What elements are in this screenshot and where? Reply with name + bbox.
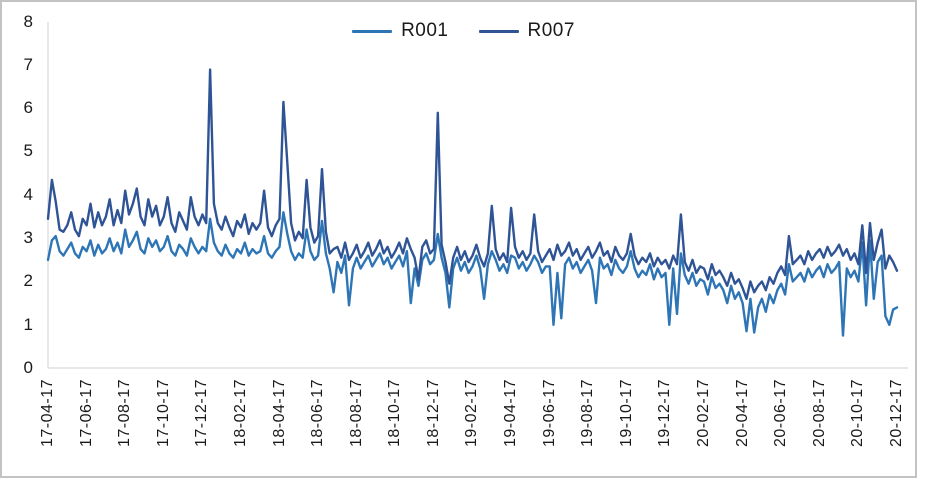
legend-item-r001: R001 — [352, 20, 448, 42]
series-line-r007 — [46, 68, 899, 300]
series-line-r001 — [46, 211, 899, 337]
y-tick-4: 4 — [23, 185, 33, 204]
y-tick-8: 8 — [23, 12, 33, 31]
r007-line-swatch-icon — [478, 29, 519, 33]
y-tick-2: 2 — [23, 271, 33, 290]
y-tick-6: 6 — [23, 98, 33, 117]
y-tick-1: 1 — [23, 315, 33, 334]
legend-label-r001: R001 — [401, 20, 449, 41]
y-tick-7: 7 — [23, 55, 33, 74]
legend-item-r007: R007 — [478, 20, 575, 42]
y-tick-0: 0 — [23, 358, 33, 377]
y-tick-3: 3 — [23, 228, 33, 247]
r001-line-swatch-icon — [352, 29, 393, 33]
legend-label-r007: R007 — [527, 20, 575, 41]
chart-legend: R001 R007 — [0, 20, 927, 42]
y-tick-5: 5 — [23, 141, 33, 160]
